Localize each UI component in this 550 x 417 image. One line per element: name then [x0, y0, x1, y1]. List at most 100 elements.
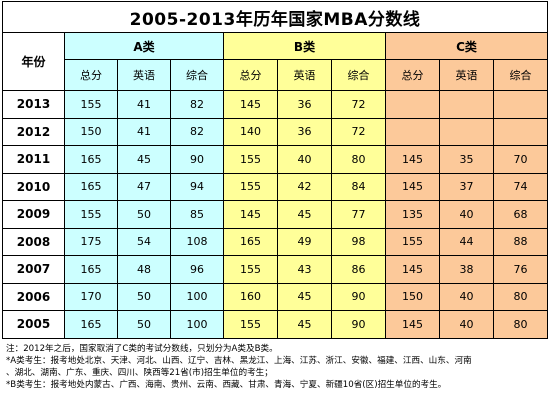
table-row: 2006 170 50 100 160 45 90 150 40 80 — [2, 282, 548, 311]
score-c-english: 35 — [439, 145, 494, 174]
note-line: 、湖北、湖南、广东、重庆、四川、陕西等21省(市)招生单位的考生； — [6, 367, 273, 378]
score-a-total: 170 — [64, 282, 118, 311]
subheader-comprehensive: 综合 — [493, 59, 548, 91]
score-table-container: 2005-2013年历年国家MBA分数线 年份 A类 B类 C类 总分 英语 综… — [2, 1, 548, 391]
year-cell: 2011 — [2, 145, 65, 174]
score-b-comprehensive: 80 — [331, 145, 386, 174]
score-a-total: 150 — [64, 117, 118, 146]
score-b-comprehensive: 90 — [331, 310, 386, 339]
year-cell: 2010 — [2, 172, 65, 201]
score-c-comprehensive: 70 — [493, 145, 548, 174]
subheader-total: 总分 — [223, 59, 278, 91]
year-cell: 2013 — [2, 90, 65, 119]
score-b-english: 45 — [277, 282, 332, 311]
score-c-english: 40 — [439, 310, 494, 339]
score-c-comprehensive: 88 — [493, 227, 548, 256]
score-a-comprehensive: 90 — [170, 145, 224, 174]
year-cell: 2005 — [2, 310, 65, 339]
score-b-english: 40 — [277, 145, 332, 174]
subheader-english: 英语 — [277, 59, 332, 91]
score-a-english: 50 — [117, 282, 171, 311]
score-b-comprehensive: 72 — [331, 90, 386, 119]
score-a-comprehensive: 94 — [170, 172, 224, 201]
score-b-english: 43 — [277, 255, 332, 284]
score-c-english: 40 — [439, 200, 494, 229]
score-a-total: 165 — [64, 310, 118, 339]
score-a-comprehensive: 82 — [170, 117, 224, 146]
score-c-total — [385, 90, 440, 119]
score-b-english: 42 — [277, 172, 332, 201]
score-a-english: 41 — [117, 90, 171, 119]
score-c-total: 155 — [385, 227, 440, 256]
score-c-english — [439, 117, 494, 146]
score-a-comprehensive: 100 — [170, 310, 224, 339]
score-a-total: 165 — [64, 145, 118, 174]
score-a-english: 48 — [117, 255, 171, 284]
score-b-total: 155 — [223, 255, 278, 284]
score-b-english: 45 — [277, 200, 332, 229]
score-b-total: 140 — [223, 117, 278, 146]
score-a-english: 54 — [117, 227, 171, 256]
score-b-english: 36 — [277, 90, 332, 119]
score-b-total: 145 — [223, 200, 278, 229]
score-c-total: 150 — [385, 282, 440, 311]
score-c-total: 135 — [385, 200, 440, 229]
table-row: 2010 165 47 94 155 42 84 145 37 74 — [2, 172, 548, 201]
score-a-english: 47 — [117, 172, 171, 201]
table-row: 2008 175 54 108 165 49 98 155 44 88 — [2, 227, 548, 256]
score-c-english: 40 — [439, 282, 494, 311]
subheader-total: 总分 — [385, 59, 440, 91]
table-row: 2007 165 48 96 155 43 86 145 38 76 — [2, 255, 548, 284]
year-cell: 2012 — [2, 117, 65, 146]
table-row: 2013 155 41 82 145 36 72 — [2, 90, 548, 119]
group-b-header: B类 — [223, 32, 386, 60]
score-b-total: 155 — [223, 145, 278, 174]
score-a-english: 50 — [117, 310, 171, 339]
score-c-total: 145 — [385, 255, 440, 284]
year-cell: 2008 — [2, 227, 65, 256]
score-c-comprehensive: 80 — [493, 282, 548, 311]
score-c-comprehensive — [493, 117, 548, 146]
score-a-comprehensive: 100 — [170, 282, 224, 311]
score-b-total: 155 — [223, 172, 278, 201]
score-a-comprehensive: 85 — [170, 200, 224, 229]
score-a-english: 45 — [117, 145, 171, 174]
score-c-english — [439, 90, 494, 119]
score-b-comprehensive: 72 — [331, 117, 386, 146]
score-b-total: 165 — [223, 227, 278, 256]
score-a-total: 155 — [64, 200, 118, 229]
score-c-english: 44 — [439, 227, 494, 256]
score-c-comprehensive: 74 — [493, 172, 548, 201]
year-cell: 2007 — [2, 255, 65, 284]
year-header: 年份 — [2, 32, 65, 91]
score-a-total: 165 — [64, 255, 118, 284]
score-c-total — [385, 117, 440, 146]
note-line: *B类考生：报考地处内蒙古、广西、海南、贵州、云南、西藏、甘肃、青海、宁夏、新疆… — [6, 380, 447, 391]
score-b-comprehensive: 86 — [331, 255, 386, 284]
score-b-total: 160 — [223, 282, 278, 311]
score-a-total: 155 — [64, 90, 118, 119]
group-a-header: A类 — [64, 32, 224, 60]
score-a-total: 165 — [64, 172, 118, 201]
score-a-total: 175 — [64, 227, 118, 256]
table-row: 2011 165 45 90 155 40 80 145 35 70 — [2, 145, 548, 174]
note-line: 注：2012年之后，国家取消了C类的考试分数线，只划分为A类及B类。 — [6, 343, 278, 354]
score-b-comprehensive: 90 — [331, 282, 386, 311]
note-line: *A类考生：报考地处北京、天津、河北、山西、辽宁、吉林、黑龙江、上海、江苏、浙江… — [6, 355, 472, 366]
score-a-english: 50 — [117, 200, 171, 229]
score-b-comprehensive: 77 — [331, 200, 386, 229]
group-c-header: C类 — [385, 32, 548, 60]
score-b-comprehensive: 84 — [331, 172, 386, 201]
score-table: 2005-2013年历年国家MBA分数线 年份 A类 B类 C类 总分 英语 综… — [2, 1, 548, 339]
score-b-english: 45 — [277, 310, 332, 339]
score-c-comprehensive: 76 — [493, 255, 548, 284]
subheader-comprehensive: 综合 — [170, 59, 224, 91]
subheader-comprehensive: 综合 — [331, 59, 386, 91]
score-c-comprehensive: 68 — [493, 200, 548, 229]
table-row: 2012 150 41 82 140 36 72 — [2, 117, 548, 146]
score-a-english: 41 — [117, 117, 171, 146]
score-c-total: 145 — [385, 145, 440, 174]
subheader-english: 英语 — [117, 59, 171, 91]
score-c-english: 37 — [439, 172, 494, 201]
table-title: 2005-2013年历年国家MBA分数线 — [2, 1, 548, 33]
